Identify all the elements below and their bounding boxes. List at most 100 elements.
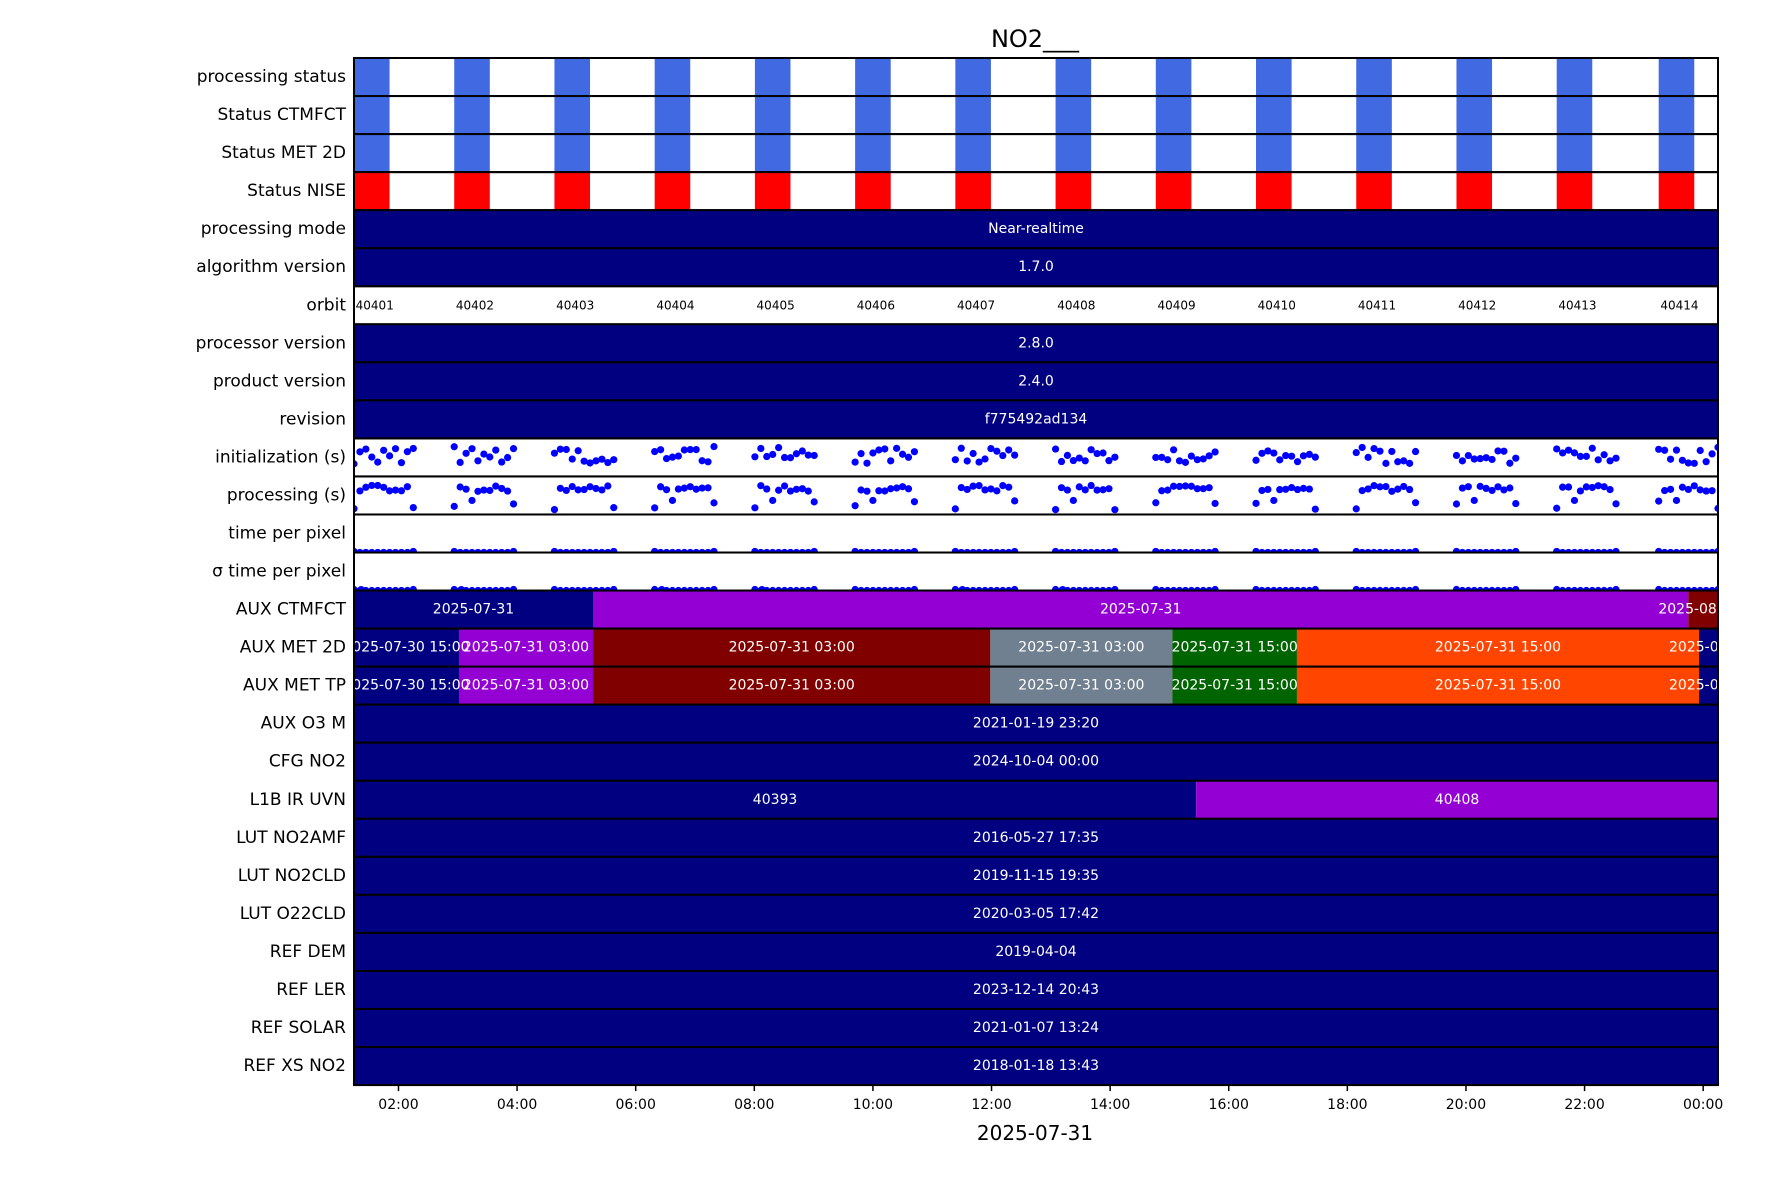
scatter-point <box>910 547 919 553</box>
scatter-point <box>710 547 718 553</box>
status-bar <box>855 96 891 135</box>
status-bar <box>754 134 791 173</box>
row-label: initialization (s) <box>215 447 346 467</box>
row-label: REF XS NO2 <box>244 1056 347 1076</box>
scatter-point <box>851 502 859 510</box>
scatter-point <box>1476 482 1484 490</box>
scatter-point <box>1258 449 1266 457</box>
scatter-point <box>786 454 795 462</box>
scatter-point <box>1358 443 1366 452</box>
scatter-point <box>462 449 470 457</box>
row-label: LUT NO2CLD <box>238 866 346 886</box>
scatter-point <box>586 459 594 467</box>
scatter-point <box>1051 505 1060 514</box>
segment-label: 2025-07-31 15:00 <box>1435 678 1561 694</box>
scatter-point <box>1606 485 1614 494</box>
status-bar <box>1155 58 1192 97</box>
scatter-point <box>658 585 666 591</box>
segment-bar <box>354 894 1718 933</box>
row-label: Status MET 2D <box>221 143 346 163</box>
segment-label: 2025-07-31 03:00 <box>729 640 855 656</box>
segment-label: 2021-01-07 13:24 <box>973 1020 1099 1036</box>
segment-bar <box>354 666 459 705</box>
status-bar <box>354 134 390 173</box>
row-frame <box>353 475 1719 516</box>
scatter-point <box>1352 585 1360 591</box>
x-tick-label: 18:00 <box>1327 1097 1367 1113</box>
row-content <box>354 780 1718 819</box>
segment-label: 2025-07-31 03:00 <box>463 640 589 656</box>
scatter-point <box>1093 449 1101 458</box>
row-label: processing mode <box>201 219 346 239</box>
scatter-point <box>403 483 411 491</box>
status-bar <box>1055 134 1092 173</box>
status-bar <box>654 58 691 97</box>
timeline-row: 40393 40408 <box>353 779 1719 820</box>
scatter-point <box>592 457 600 465</box>
scatter-point <box>480 450 488 458</box>
orbit-label: 40413 <box>1558 298 1596 312</box>
scatter-point <box>1057 457 1066 466</box>
scatter-point <box>1411 447 1420 456</box>
scatter-point <box>509 585 518 591</box>
scatter-point <box>887 457 895 465</box>
segment-bar <box>354 210 1718 249</box>
timeline-row: 2019-11-15 19:35 <box>353 855 1719 896</box>
x-tick-label: 04:00 <box>497 1097 537 1113</box>
scatter-point <box>1394 485 1402 493</box>
row-label: algorithm version <box>196 257 346 277</box>
segment-label: 2025-07-31 <box>433 602 514 618</box>
scatter-point <box>580 457 588 465</box>
scatter-point <box>450 585 458 591</box>
scatter-point <box>556 484 564 492</box>
status-bar <box>955 172 991 211</box>
status-bar <box>554 58 591 97</box>
scatter-point <box>1612 500 1620 508</box>
segment-bar <box>354 1009 1718 1048</box>
status-bar <box>554 172 591 211</box>
status-bar <box>454 172 490 211</box>
scatter-point <box>450 547 458 553</box>
scatter-point <box>1352 505 1360 513</box>
scatter-point <box>368 481 376 490</box>
row-labels: processing status Status CTMFCT Status MET… <box>196 67 347 1076</box>
scatter-point <box>1666 485 1675 493</box>
scatter-point <box>857 486 865 494</box>
scatter-point <box>898 483 907 491</box>
scatter-point <box>385 452 394 460</box>
scatter-point <box>810 451 818 460</box>
scatter-point <box>1494 483 1502 491</box>
scatter-point <box>1011 451 1019 459</box>
row-label: Status NISE <box>247 181 346 201</box>
segment-bar <box>458 628 593 667</box>
row-label: LUT O22CLD <box>240 904 346 924</box>
scatter-point <box>651 547 659 553</box>
scatter-point <box>674 452 682 460</box>
scatter-point <box>1011 585 1019 591</box>
segment-bar <box>458 666 593 705</box>
row-frame <box>353 551 1719 592</box>
scatter-point <box>562 445 570 454</box>
scatter-point <box>893 444 901 452</box>
segment-label: 2025-07-31 15:00 <box>1669 640 1771 656</box>
scatter-point <box>1288 483 1296 492</box>
scatter-point <box>1452 451 1461 460</box>
scatter-point <box>668 496 677 505</box>
scatter-point <box>1388 487 1396 495</box>
scatter-point <box>1494 447 1502 455</box>
scatter-point <box>409 444 417 453</box>
scatter-point <box>610 456 618 464</box>
scatter-point <box>1087 481 1095 490</box>
scatter-point <box>1152 499 1160 507</box>
row-content <box>354 172 1695 211</box>
scatter-point <box>1358 487 1366 495</box>
segment-bar <box>354 628 459 667</box>
segment-label: 2025-07-31 03:00 <box>1018 678 1144 694</box>
scatter-point <box>1305 450 1313 458</box>
scatter-point <box>869 496 877 505</box>
timeline-row <box>353 95 1719 136</box>
scatter-point <box>751 547 759 553</box>
row-content <box>354 970 1718 1009</box>
scatter-point <box>1069 496 1077 505</box>
